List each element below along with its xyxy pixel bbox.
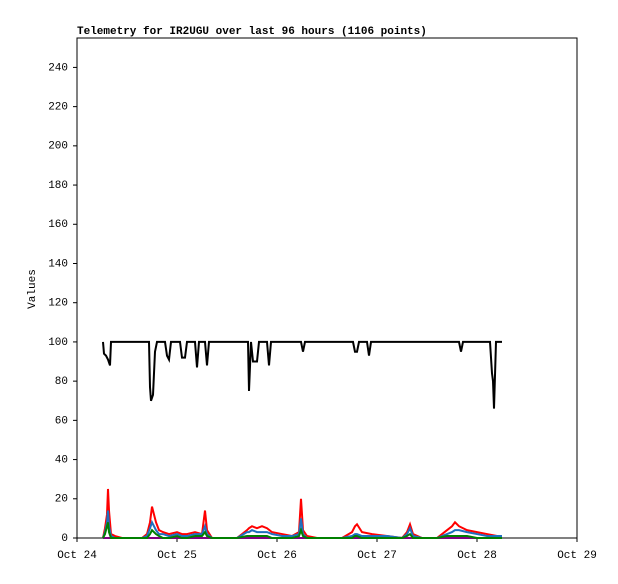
x-tick-label: Oct 27 xyxy=(357,550,397,562)
series-line xyxy=(102,340,502,409)
y-tick-label: 140 xyxy=(48,258,68,270)
y-axis-label: Values xyxy=(27,269,39,309)
x-tick-label: Oct 29 xyxy=(557,550,597,562)
series-line xyxy=(102,510,502,540)
y-tick-label: 80 xyxy=(55,376,68,388)
y-tick-label: 120 xyxy=(48,298,68,310)
y-tick-label: 160 xyxy=(48,219,68,231)
y-tick-label: 60 xyxy=(55,415,68,427)
series-line xyxy=(102,522,502,539)
y-tick-label: 240 xyxy=(48,62,68,74)
y-tick-label: 220 xyxy=(48,102,68,114)
chart-title: Telemetry for IR2UGU over last 96 hours … xyxy=(77,26,427,38)
y-tick-label: 0 xyxy=(61,533,68,545)
y-tick-label: 40 xyxy=(55,454,68,466)
x-tick-label: Oct 24 xyxy=(57,550,97,562)
series-line xyxy=(102,488,502,540)
x-tick-label: Oct 28 xyxy=(457,550,497,562)
x-tick-label: Oct 26 xyxy=(257,550,297,562)
y-tick-label: 200 xyxy=(48,141,68,153)
y-tick-label: 100 xyxy=(48,337,68,349)
y-tick-label: 180 xyxy=(48,180,68,192)
y-tick-label: 20 xyxy=(55,494,68,506)
x-tick-label: Oct 25 xyxy=(157,550,197,562)
